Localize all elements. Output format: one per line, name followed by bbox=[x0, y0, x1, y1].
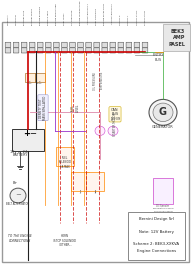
FancyBboxPatch shape bbox=[86, 48, 91, 53]
Bar bbox=[25, 73, 35, 82]
FancyBboxPatch shape bbox=[5, 48, 11, 53]
Text: ENGINE TEMPERATURE: ENGINE TEMPERATURE bbox=[80, 1, 81, 25]
Text: BELT ALTERNATOR: BELT ALTERNATOR bbox=[6, 202, 30, 206]
Text: BATTERY: BATTERY bbox=[12, 153, 28, 157]
Text: Fuel Level Sender: Fuel Level Sender bbox=[154, 211, 172, 212]
Text: MODBUS-A: MODBUS-A bbox=[7, 14, 9, 25]
FancyBboxPatch shape bbox=[29, 48, 35, 53]
Bar bbox=[128, 212, 185, 260]
Text: G: G bbox=[159, 107, 167, 117]
Text: OUTPUT L: OUTPUT L bbox=[128, 15, 129, 25]
Circle shape bbox=[95, 126, 105, 135]
Text: REMOTE TEST: REMOTE TEST bbox=[48, 11, 49, 25]
FancyBboxPatch shape bbox=[118, 42, 124, 48]
Text: FUEL
SOLENOID
5A MAX: FUEL SOLENOID 5A MAX bbox=[59, 156, 71, 169]
Bar bbox=[153, 178, 173, 204]
FancyBboxPatch shape bbox=[142, 48, 148, 53]
Text: J2: J2 bbox=[94, 190, 96, 194]
Text: BATTERY MINUS: BATTERY MINUS bbox=[32, 8, 33, 25]
Text: Oil Sender: Oil Sender bbox=[156, 204, 169, 208]
Bar bbox=[56, 148, 74, 166]
Text: J1: J1 bbox=[79, 190, 81, 194]
Text: Temperature Sender: Temperature Sender bbox=[152, 208, 174, 209]
FancyBboxPatch shape bbox=[45, 48, 51, 53]
FancyBboxPatch shape bbox=[110, 48, 116, 53]
FancyBboxPatch shape bbox=[37, 48, 43, 53]
FancyBboxPatch shape bbox=[86, 42, 91, 48]
Text: BATTERY PLUS: BATTERY PLUS bbox=[23, 10, 25, 25]
FancyBboxPatch shape bbox=[53, 48, 59, 53]
FancyBboxPatch shape bbox=[53, 42, 59, 48]
FancyBboxPatch shape bbox=[102, 48, 108, 53]
Circle shape bbox=[149, 100, 177, 125]
FancyBboxPatch shape bbox=[126, 48, 132, 53]
Text: FUEL
LEVEL: FUEL LEVEL bbox=[71, 103, 79, 112]
FancyBboxPatch shape bbox=[94, 48, 100, 53]
Text: FUEL LEVEL: FUEL LEVEL bbox=[64, 13, 65, 25]
Text: OIL PRESSURE: OIL PRESSURE bbox=[93, 72, 97, 90]
FancyBboxPatch shape bbox=[78, 48, 83, 53]
Bar bbox=[12, 129, 44, 151]
Text: ENTRY
BUS: ENTRY BUS bbox=[152, 53, 164, 62]
Text: 5A
FUSE: 5A FUSE bbox=[27, 81, 33, 84]
Text: OUTPUT K: OUTPUT K bbox=[120, 15, 121, 25]
FancyBboxPatch shape bbox=[70, 48, 75, 53]
FancyBboxPatch shape bbox=[29, 42, 35, 48]
Text: +: + bbox=[23, 129, 30, 138]
FancyBboxPatch shape bbox=[134, 42, 140, 48]
FancyBboxPatch shape bbox=[62, 48, 67, 53]
Text: J-ADJUSTABLE OUT 2: J-ADJUSTABLE OUT 2 bbox=[112, 4, 113, 25]
Text: DENSITY TEST
MASS SIMULATED: DENSITY TEST MASS SIMULATED bbox=[39, 96, 47, 120]
FancyBboxPatch shape bbox=[70, 42, 75, 48]
Text: OIL PRESSURE: OIL PRESSURE bbox=[72, 10, 73, 25]
Text: TO THE ENGINE
CONNECTIONS: TO THE ENGINE CONNECTIONS bbox=[8, 234, 32, 243]
FancyBboxPatch shape bbox=[13, 48, 19, 53]
Text: J-ADJUSTABLE OUT 1: J-ADJUSTABLE OUT 1 bbox=[88, 4, 89, 25]
Text: CAN
BUS
J1939: CAN BUS J1939 bbox=[110, 108, 120, 121]
FancyBboxPatch shape bbox=[134, 48, 140, 53]
FancyBboxPatch shape bbox=[37, 42, 43, 48]
FancyBboxPatch shape bbox=[5, 42, 11, 48]
Text: Bernini Design Srl

Note: 12V Battery

Scheme 2: BEK3-XXKVA
Engine Connections: Bernini Design Srl Note: 12V Battery Sch… bbox=[134, 217, 180, 253]
Text: OUTPUT FAULT: OUTPUT FAULT bbox=[136, 10, 138, 25]
Bar bbox=[35, 73, 45, 82]
Text: ENGINE BLINKING: ENGINE BLINKING bbox=[40, 6, 41, 25]
FancyBboxPatch shape bbox=[62, 42, 67, 48]
FancyBboxPatch shape bbox=[142, 42, 148, 48]
Text: HORN
/STOP SOLENOID
/OTHER...: HORN /STOP SOLENOID /OTHER... bbox=[53, 234, 77, 247]
Text: ENGINE REGULATED: ENGINE REGULATED bbox=[56, 4, 57, 25]
Text: STARTER MOTOR: STARTER MOTOR bbox=[113, 113, 117, 136]
FancyBboxPatch shape bbox=[94, 42, 100, 48]
Text: −: − bbox=[29, 129, 36, 138]
Text: ~: ~ bbox=[15, 192, 21, 199]
Circle shape bbox=[153, 103, 173, 122]
Circle shape bbox=[108, 126, 118, 135]
Text: BEK3
AMP
PASEL: BEK3 AMP PASEL bbox=[168, 29, 185, 46]
FancyBboxPatch shape bbox=[78, 42, 83, 48]
Bar bbox=[71, 172, 89, 191]
Text: MODBUS-B: MODBUS-B bbox=[15, 14, 17, 25]
Text: FUEL SOLENOID: FUEL SOLENOID bbox=[96, 8, 97, 25]
Text: 5A
FUSE: 5A FUSE bbox=[37, 81, 43, 84]
Text: SAFETY FAULT: SAFETY FAULT bbox=[144, 11, 146, 25]
FancyBboxPatch shape bbox=[21, 48, 27, 53]
FancyBboxPatch shape bbox=[110, 42, 116, 48]
FancyBboxPatch shape bbox=[102, 42, 108, 48]
FancyBboxPatch shape bbox=[21, 42, 27, 48]
FancyBboxPatch shape bbox=[126, 42, 132, 48]
Bar bbox=[86, 172, 104, 191]
Text: TEMPERATURE: TEMPERATURE bbox=[100, 72, 104, 90]
Text: 12v or 24v: 12v or 24v bbox=[10, 150, 30, 154]
FancyBboxPatch shape bbox=[13, 42, 19, 48]
Circle shape bbox=[10, 188, 26, 203]
Text: ENGINE START PILOT: ENGINE START PILOT bbox=[104, 3, 105, 25]
FancyBboxPatch shape bbox=[118, 48, 124, 53]
FancyBboxPatch shape bbox=[45, 42, 51, 48]
Text: B+: B+ bbox=[13, 181, 18, 186]
Text: GENERATOR: GENERATOR bbox=[152, 125, 174, 129]
